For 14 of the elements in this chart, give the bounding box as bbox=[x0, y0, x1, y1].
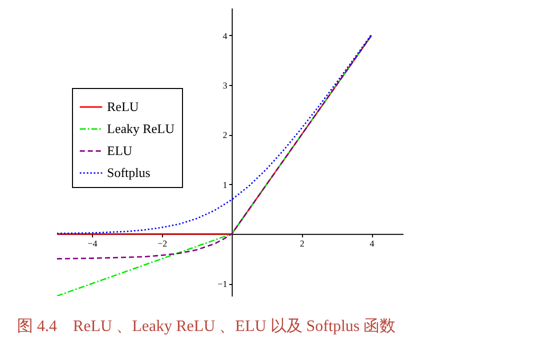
legend-label: ReLU bbox=[107, 99, 140, 114]
y-tick-label: −1 bbox=[218, 279, 228, 290]
y-tick-label: 4 bbox=[222, 30, 228, 41]
y-tick-label: 1 bbox=[222, 180, 228, 190]
x-tick-label: 4 bbox=[370, 238, 375, 248]
y-tick-label: 3 bbox=[222, 80, 228, 90]
x-tick-label: 2 bbox=[300, 238, 304, 248]
legend-label: ELU bbox=[107, 143, 133, 158]
caption: 图 4.4 ReLU 、Leaky ReLU 、ELU 以及 Softplus 函数 bbox=[17, 317, 396, 335]
y-tick-label: 2 bbox=[222, 130, 228, 140]
legend-label: Softplus bbox=[107, 165, 150, 180]
x-tick-label: −2 bbox=[158, 238, 168, 248]
x-tick-label: −4 bbox=[88, 238, 98, 248]
legend-label: Leaky ReLU bbox=[107, 121, 176, 136]
